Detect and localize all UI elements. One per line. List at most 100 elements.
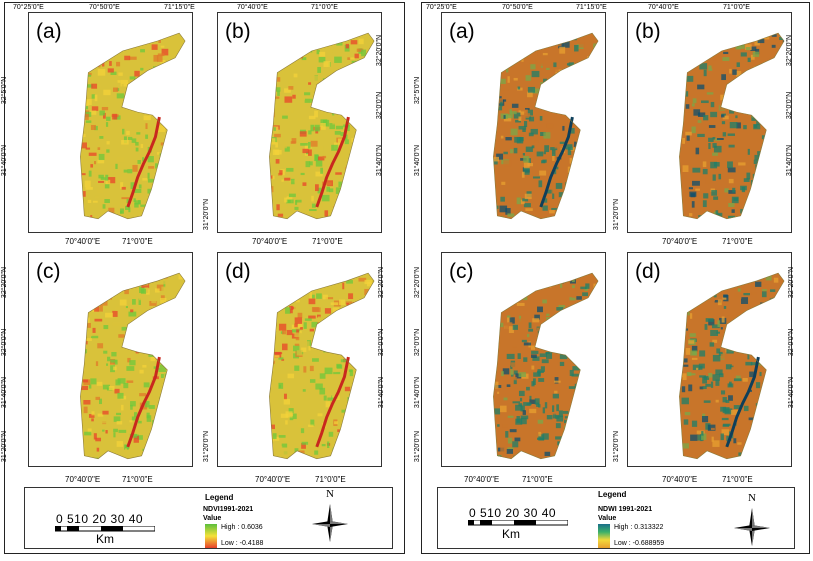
raster-cell bbox=[758, 403, 766, 407]
raster-cell bbox=[149, 106, 156, 112]
raster-cell bbox=[135, 348, 139, 354]
north-arrow-icon bbox=[734, 508, 770, 546]
raster-cell bbox=[507, 447, 514, 450]
tick-label: 31°40'0"N bbox=[1, 144, 9, 177]
raster-cell bbox=[179, 294, 186, 299]
raster-cell bbox=[88, 311, 92, 315]
raster-cell bbox=[521, 57, 524, 62]
raster-cell bbox=[367, 433, 372, 441]
raster-cell bbox=[99, 281, 102, 287]
tick-label: 32°20'0"N bbox=[376, 34, 384, 67]
raster-cell bbox=[94, 161, 97, 165]
raster-cell bbox=[574, 163, 581, 170]
raster-cell bbox=[767, 84, 771, 89]
raster-cell bbox=[105, 312, 113, 318]
raster-cell bbox=[295, 334, 300, 341]
raster-cell bbox=[506, 68, 509, 73]
raster-cell bbox=[138, 316, 141, 320]
ndwi-panel-b: (b) bbox=[627, 12, 792, 233]
raster-cell bbox=[181, 99, 186, 107]
raster-cell bbox=[749, 450, 757, 456]
raster-cell bbox=[133, 188, 142, 193]
raster-cell bbox=[129, 360, 136, 366]
raster-cell bbox=[140, 49, 145, 53]
raster-cell bbox=[551, 67, 559, 73]
raster-cell bbox=[115, 379, 121, 386]
raster-cell bbox=[320, 119, 328, 126]
raster-cell bbox=[505, 208, 511, 215]
raster-cell bbox=[158, 125, 166, 133]
raster-cell bbox=[276, 204, 280, 211]
raster-cell bbox=[765, 148, 769, 152]
raster-cell bbox=[130, 309, 134, 313]
raster-cell bbox=[688, 384, 693, 392]
raster-cell bbox=[308, 130, 312, 135]
raster-cell bbox=[286, 183, 289, 187]
raster-cell bbox=[695, 452, 698, 459]
raster-cell bbox=[785, 418, 789, 423]
raster-cell bbox=[708, 125, 716, 128]
raster-cell bbox=[552, 405, 555, 412]
raster-cell bbox=[186, 405, 192, 407]
raster-cell bbox=[707, 220, 712, 227]
raster-cell bbox=[185, 313, 190, 318]
raster-cell bbox=[550, 412, 558, 415]
raster-cell bbox=[559, 141, 567, 145]
raster-cell bbox=[502, 368, 510, 375]
raster-cell bbox=[564, 416, 568, 421]
raster-cell bbox=[311, 307, 319, 312]
raster-cell bbox=[299, 326, 303, 330]
raster-cell bbox=[278, 382, 284, 389]
raster-cell bbox=[304, 318, 312, 321]
raster-cell bbox=[759, 371, 762, 377]
raster-cell bbox=[679, 311, 687, 318]
raster-cell bbox=[172, 345, 177, 352]
raster-cell bbox=[324, 308, 332, 314]
raster-cell bbox=[367, 307, 371, 314]
raster-cell bbox=[519, 285, 522, 292]
raster-cell bbox=[354, 204, 358, 208]
raster-cell bbox=[174, 416, 180, 421]
raster-cell bbox=[164, 400, 168, 407]
raster-cell bbox=[741, 460, 746, 465]
raster-cell bbox=[272, 130, 279, 136]
raster-cell bbox=[306, 218, 314, 219]
raster-cell bbox=[536, 370, 544, 374]
tick-label: 32°20'0"N bbox=[788, 266, 796, 299]
raster-cell bbox=[685, 131, 692, 136]
raster-cell bbox=[780, 398, 785, 405]
raster-cell bbox=[128, 33, 131, 37]
raster-cell bbox=[107, 356, 111, 362]
raster-cell bbox=[747, 353, 750, 360]
raster-cell bbox=[363, 355, 371, 359]
raster-cell bbox=[733, 378, 742, 382]
raster-cell bbox=[531, 365, 535, 370]
raster-cell bbox=[84, 431, 92, 436]
raster-cell bbox=[569, 369, 574, 376]
raster-cell bbox=[773, 439, 776, 446]
raster-cell bbox=[521, 339, 527, 343]
raster-cell bbox=[180, 435, 185, 438]
raster-cell bbox=[755, 88, 761, 94]
raster-cell bbox=[351, 95, 357, 101]
raster-cell bbox=[106, 36, 113, 42]
raster-cell bbox=[572, 354, 581, 362]
raster-cell bbox=[100, 417, 107, 424]
raster-cell bbox=[348, 293, 354, 300]
raster-cell bbox=[151, 299, 157, 304]
raster-cell bbox=[755, 281, 762, 287]
raster-cell bbox=[135, 92, 144, 97]
raster-cell bbox=[534, 314, 540, 320]
raster-cell bbox=[333, 367, 337, 373]
raster-cell bbox=[365, 155, 372, 160]
raster-cell bbox=[282, 343, 288, 351]
tick-label: 31°20'0"N bbox=[203, 198, 211, 231]
raster-cell bbox=[721, 429, 730, 436]
raster-cell bbox=[726, 347, 734, 354]
raster-cell bbox=[157, 430, 165, 438]
raster-cell bbox=[352, 190, 357, 194]
raster-cell bbox=[178, 174, 186, 179]
raster-cell bbox=[551, 187, 557, 194]
raster-cell bbox=[538, 431, 542, 437]
raster-cell bbox=[689, 191, 697, 197]
